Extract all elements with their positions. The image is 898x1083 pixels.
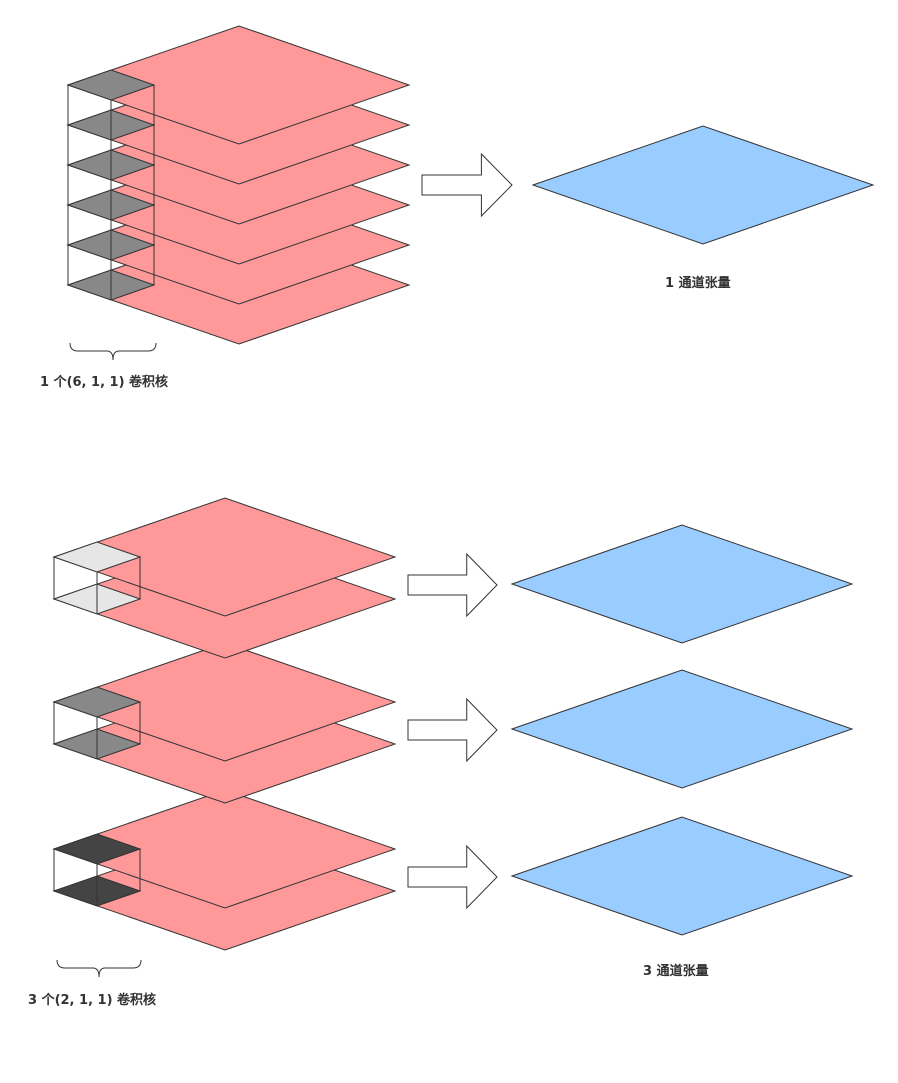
top-arrow-group xyxy=(421,152,513,218)
group-3-channel-1 xyxy=(52,789,397,909)
top-kernel-label: 1 个(6, 1, 1) 卷积核 xyxy=(40,374,168,390)
bottom-output-group xyxy=(510,524,854,936)
bottom-kernel-brace xyxy=(56,959,142,978)
top-kernel-column xyxy=(67,85,155,300)
group-2-channel-1 xyxy=(52,642,397,762)
group-1-channel-1-plane xyxy=(52,497,397,617)
output-channel-2 xyxy=(510,669,854,789)
group-1-arrow xyxy=(407,552,498,618)
group-3-arrow xyxy=(407,844,498,910)
group-1-channel-1 xyxy=(52,497,397,617)
top-input-stack xyxy=(66,25,411,345)
bottom-input-stacks xyxy=(52,497,397,951)
top-arrow xyxy=(421,152,513,218)
top-output-tensor xyxy=(531,125,875,245)
bottom-arrows-group xyxy=(407,552,498,910)
top-output-label: 1 通道张量 xyxy=(665,275,731,291)
top-input-channel-1 xyxy=(66,25,411,145)
top-output-group xyxy=(531,125,875,245)
bottom-kernel-label: 3 个(2, 1, 1) 卷积核 xyxy=(28,992,156,1008)
output-channel-3 xyxy=(510,816,854,936)
output-channel-1 xyxy=(510,524,854,644)
group-2-arrow xyxy=(407,697,498,763)
group-2-channel-1-plane xyxy=(52,642,397,762)
group-3-kernel-column xyxy=(53,849,141,906)
top-kernel-brace xyxy=(69,342,157,361)
group-2-kernel-column xyxy=(53,702,141,759)
bottom-output-label: 3 通道张量 xyxy=(643,963,709,979)
top-input-channel-1-plane xyxy=(66,25,411,145)
group-1-kernel-column xyxy=(53,557,141,614)
group-3-channel-1-plane xyxy=(52,789,397,909)
